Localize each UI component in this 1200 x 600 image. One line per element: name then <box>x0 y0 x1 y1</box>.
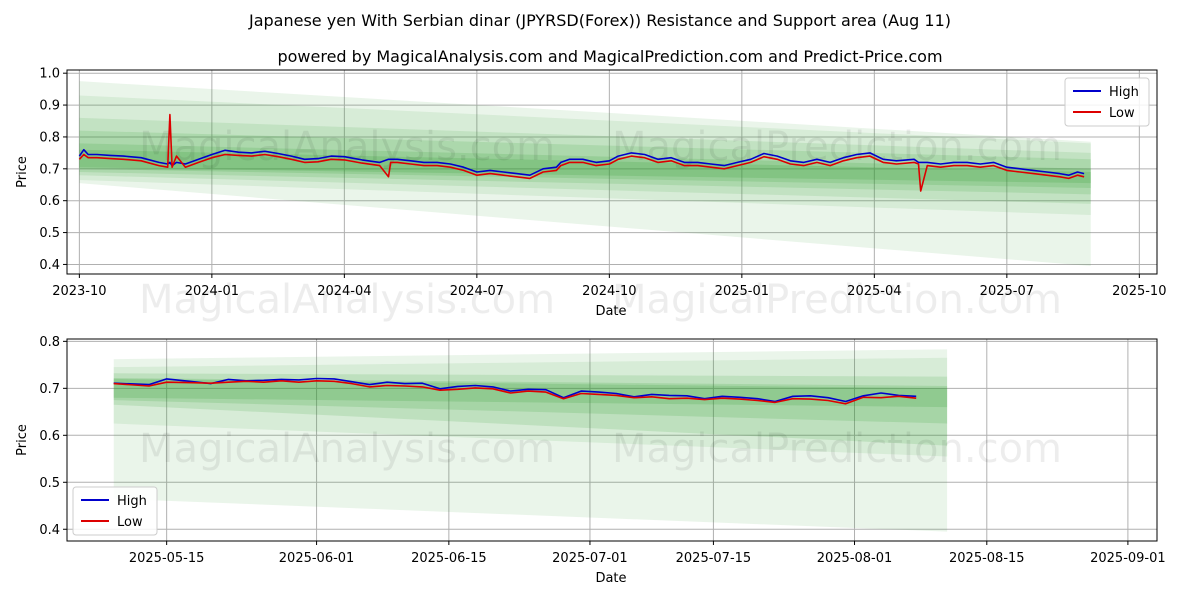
y-tick-label: 0.5 <box>39 226 60 241</box>
support-resistance-band <box>113 357 948 457</box>
watermark-text: MagicalAnalysis.com <box>139 124 555 170</box>
bottom-panel: MagicalAnalysis.com MagicalPrediction.com… <box>15 335 1166 586</box>
watermark-text: MagicalPrediction.com <box>612 277 1062 323</box>
x-tick-label: 2025-10 <box>1112 284 1166 299</box>
x-tick-label: 2024-04 <box>317 284 371 299</box>
plot-frame <box>66 69 1158 275</box>
legend: High Low <box>1064 77 1150 127</box>
series-line-low <box>113 379 917 405</box>
x-tick-label: 2025-05-15 <box>129 551 205 566</box>
x-tick-label: 2025-06-15 <box>411 551 487 566</box>
y-tick-label: 0.8 <box>39 335 60 350</box>
y-tick-label: 0.4 <box>39 258 60 273</box>
support-resistance-band <box>113 377 948 424</box>
x-tick-label: 2025-08-01 <box>817 551 893 566</box>
support-resistance-band <box>79 149 1091 184</box>
support-resistance-band <box>113 373 948 446</box>
x-tick-label: 2024-10 <box>582 284 636 299</box>
watermark-text: MagicalAnalysis.com <box>139 277 555 323</box>
watermark-text: MagicalPrediction.com <box>612 426 1062 472</box>
x-tick-label: 2024-07 <box>450 284 504 299</box>
y-tick-label: 0.7 <box>39 162 60 177</box>
legend-label-high: High <box>1109 85 1139 100</box>
legend-label-low: Low <box>117 515 143 530</box>
plot-frame <box>66 338 1158 542</box>
x-tick-label: 2025-06-01 <box>279 551 355 566</box>
x-tick-label: 2025-08-15 <box>949 551 1025 566</box>
y-tick-label: 0.9 <box>39 99 60 114</box>
x-tick-label: 2024-01 <box>185 284 239 299</box>
x-tick-label: 2025-07 <box>980 284 1034 299</box>
support-resistance-band <box>113 378 948 408</box>
x-axis-label: Date <box>595 304 626 319</box>
x-tick-label: 2025-01 <box>715 284 769 299</box>
series-line-high <box>78 148 1085 176</box>
support-resistance-band <box>79 95 1091 216</box>
y-tick-label: 1.0 <box>39 67 60 82</box>
y-tick-label: 0.6 <box>39 429 60 444</box>
y-axis-label: Price <box>15 156 30 188</box>
support-resistance-band <box>113 349 948 532</box>
x-tick-label: 2025-07-15 <box>676 551 752 566</box>
y-axis-label: Price <box>15 424 30 456</box>
y-tick-label: 0.4 <box>39 523 60 538</box>
y-tick-label: 0.8 <box>39 130 60 145</box>
chart-subtitle: powered by MagicalAnalysis.com and Magic… <box>277 47 942 66</box>
top-panel: MagicalAnalysis.com MagicalPrediction.com… <box>15 67 1166 323</box>
legend-label-low: Low <box>1109 106 1135 121</box>
y-tick-label: 0.7 <box>39 382 60 397</box>
series-line-low <box>78 113 1085 192</box>
y-tick-label: 0.6 <box>39 194 60 209</box>
legend-label-high: High <box>117 494 147 509</box>
x-tick-label: 2025-09-01 <box>1090 551 1166 566</box>
support-resistance-band <box>79 117 1091 204</box>
legend: High Low <box>72 486 158 536</box>
support-resistance-band <box>79 143 1091 188</box>
support-resistance-band <box>79 81 1091 267</box>
y-tick-label: 0.5 <box>39 476 60 491</box>
chart-title: Japanese yen With Serbian dinar (JPYRSD(… <box>248 11 951 30</box>
x-axis-label: Date <box>595 571 626 586</box>
x-tick-label: 2025-07-01 <box>552 551 628 566</box>
watermark-text: MagicalAnalysis.com <box>139 426 555 472</box>
x-tick-label: 2023-10 <box>52 284 106 299</box>
x-tick-label: 2025-04 <box>847 284 901 299</box>
series-line-high <box>113 377 917 403</box>
